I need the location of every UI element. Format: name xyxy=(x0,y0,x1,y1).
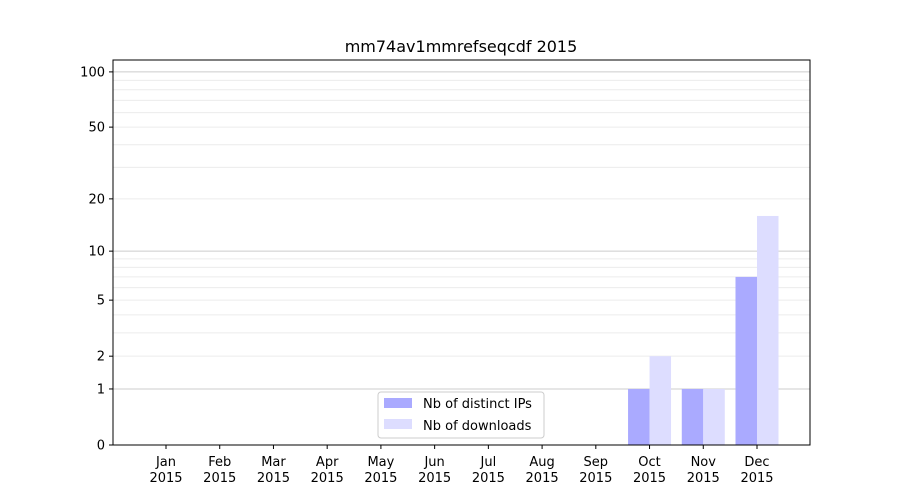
y-tick-label: 2 xyxy=(97,350,105,365)
bar-distinct-ips xyxy=(735,276,757,445)
chart-title: mm74av1mmrefseqcdf 2015 xyxy=(345,37,578,56)
legend-label-downloads: Nb of downloads xyxy=(423,419,532,434)
x-tick-label: Sep 2015 xyxy=(579,455,612,486)
y-tick-label: 10 xyxy=(88,245,105,260)
y-tick-label: 0 xyxy=(97,439,105,454)
legend-swatch-downloads xyxy=(384,419,412,429)
legend: Nb of distinct IPs Nb of downloads xyxy=(377,391,545,439)
y-tick-label: 5 xyxy=(97,294,105,309)
y-tick-label: 1 xyxy=(97,382,105,397)
x-tick-label: Feb 2015 xyxy=(203,455,236,486)
bar-distinct-ips xyxy=(681,388,704,445)
legend-label-distinct-ips: Nb of distinct IPs xyxy=(423,397,532,412)
x-tick-label: Mar 2015 xyxy=(257,455,290,486)
x-tick-label: Oct 2015 xyxy=(633,455,666,486)
legend-swatch-distinct-ips xyxy=(384,398,412,408)
y-tick-label: 50 xyxy=(88,121,105,136)
y-tick-label: 20 xyxy=(88,192,105,207)
x-tick-label: Jun 2015 xyxy=(418,455,451,486)
bar-downloads xyxy=(757,215,779,445)
x-tick-label: Jul 2015 xyxy=(472,455,505,486)
bar-distinct-ips xyxy=(628,388,650,445)
x-tick-label: Nov 2015 xyxy=(687,455,720,486)
x-tick-label: Apr 2015 xyxy=(311,455,344,486)
bar-downloads xyxy=(649,356,672,445)
y-tick-label: 100 xyxy=(80,65,105,80)
x-tick-label: Dec 2015 xyxy=(740,455,773,486)
x-tick-label: May 2015 xyxy=(364,455,397,486)
x-tick-label: Jan 2015 xyxy=(149,455,182,486)
bar-downloads xyxy=(703,388,725,445)
plot-frame xyxy=(112,59,811,446)
x-tick-label: Aug 2015 xyxy=(526,455,559,486)
